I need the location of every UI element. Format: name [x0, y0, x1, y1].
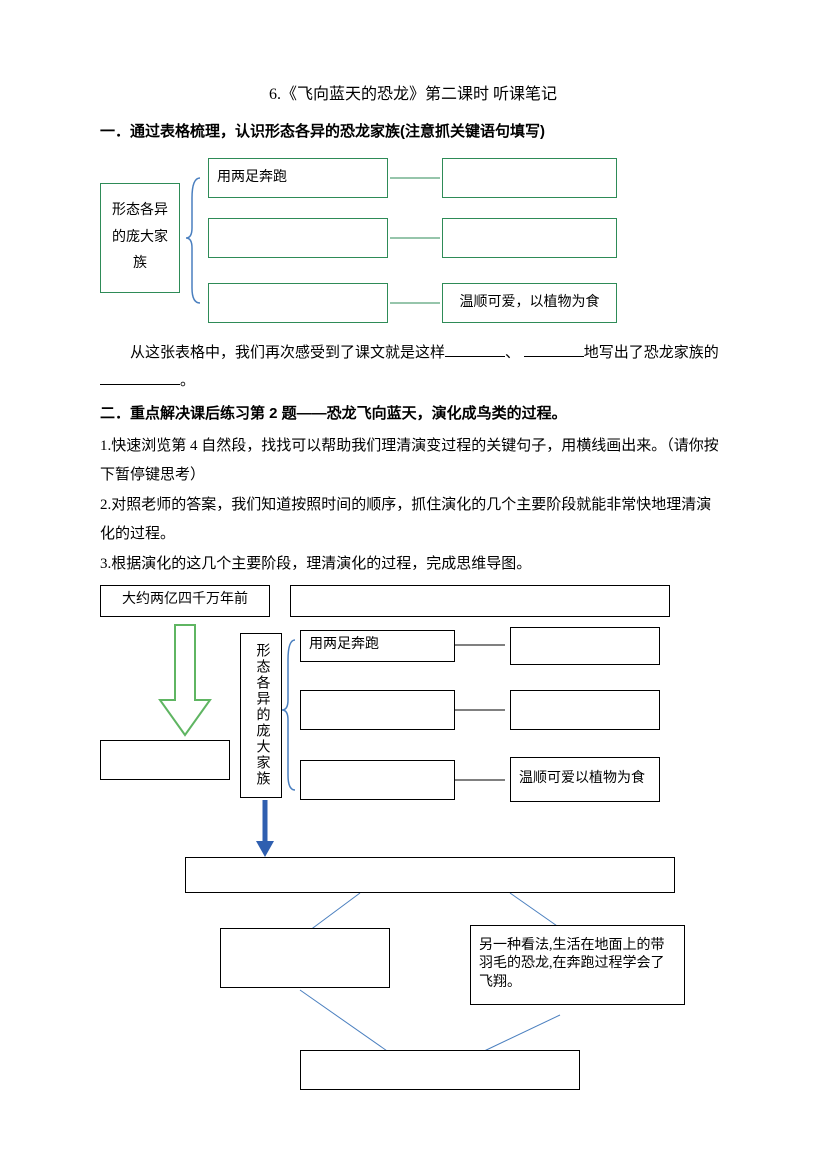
para-end: 。	[180, 373, 195, 389]
section2-item1: 1.快速浏览第 4 自然段，找找可以帮助我们理清演变过程的关键句子，用横线画出来…	[100, 432, 726, 489]
d2-right-2	[510, 690, 660, 730]
d1-left-3	[208, 283, 388, 323]
d1-right-2	[442, 218, 617, 258]
para-mid: 、	[505, 345, 520, 361]
d2-left-3	[300, 760, 455, 800]
d2-mid-left	[100, 740, 230, 780]
d2-family-label: 形态各异的庞大家族	[252, 643, 271, 787]
para-pre: 从这张表格中，我们再次感受到了课文就是这样	[130, 345, 445, 361]
d1-main-box: 形态各异的庞大家族	[100, 183, 180, 293]
d2-family-box: 形态各异的庞大家族	[240, 633, 282, 798]
diagram1: 形态各异的庞大家族 用两足奔跑 温顺可爱，以植物为食	[100, 153, 720, 333]
blank-2[interactable]	[524, 342, 584, 357]
d2-left-2	[300, 690, 455, 730]
para-post: 地写出了恐龙家族的	[584, 345, 719, 361]
section1-para: 从这张表格中，我们再次感受到了课文就是这样 、 地写出了恐龙家族的。	[100, 339, 726, 396]
diagram1-svg	[100, 153, 720, 333]
d2-top-right	[290, 585, 670, 617]
page-title: 6.《飞向蓝天的恐龙》第二课时 听课笔记	[100, 80, 726, 110]
d1-right-1	[442, 158, 617, 198]
blank-1[interactable]	[445, 342, 505, 357]
d2-split-left	[220, 928, 390, 988]
d1-left-2	[208, 218, 388, 258]
d2-split-right: 另一种看法,生活在地面上的带羽毛的恐龙,在奔跑过程学会了飞翔。	[470, 925, 685, 1005]
section2-item3: 3.根据演化的这几个主要阶段，理清演化的过程，完成思维导图。	[100, 550, 726, 579]
d2-top-left: 大约两亿四千万年前	[100, 585, 270, 617]
d1-right-3: 温顺可爱，以植物为食	[442, 283, 617, 323]
d1-left-1: 用两足奔跑	[208, 158, 388, 198]
section2-heading: 二．重点解决课后练习第 2 题——恐龙飞向蓝天，演化成鸟类的过程。	[100, 400, 726, 429]
section2-item2: 2.对照老师的答案，我们知道按照时间的顺序，抓住演化的几个主要阶段就能非常快地理…	[100, 491, 726, 548]
blank-3[interactable]	[100, 370, 180, 385]
d2-left-1: 用两足奔跑	[300, 630, 455, 662]
d2-wide1	[185, 857, 675, 893]
diagram2: 大约两亿四千万年前 形态各异的庞大家族 用两足奔跑 温顺可爱以植物为食 另一种看…	[100, 585, 740, 1105]
section1-heading: 一．通过表格梳理，认识形态各异的恐龙家族(注意抓关键语句填写)	[100, 118, 726, 147]
d2-right-3: 温顺可爱以植物为食	[510, 757, 660, 802]
d2-right-1	[510, 627, 660, 665]
d2-bottom	[300, 1050, 580, 1090]
